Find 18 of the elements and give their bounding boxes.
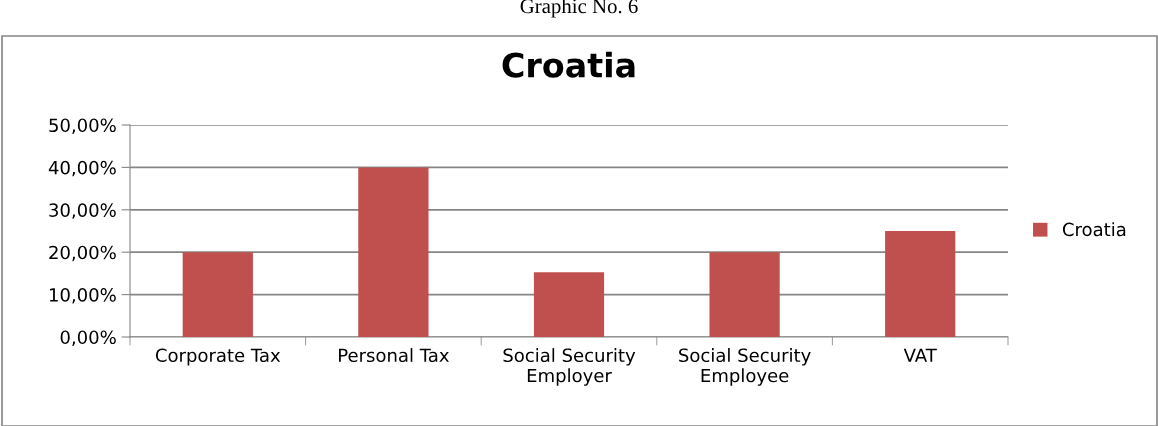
y-tick-label: 40,00%: [48, 160, 116, 177]
y-tick-label: 30,00%: [49, 203, 116, 219]
y-tick-label: 10,00%: [49, 288, 116, 304]
bar: [358, 167, 429, 337]
bar: [885, 231, 956, 337]
y-tick-label: 20,00%: [49, 245, 116, 262]
bar: [533, 272, 605, 337]
bar: [182, 252, 253, 337]
bar: [709, 252, 780, 337]
x-tick-label: Social Security Employer: [503, 348, 636, 386]
y-tick-label: 0,00%: [60, 330, 116, 346]
legend-label: Croatia: [1062, 222, 1126, 237]
chart-title: Croatia: [502, 51, 635, 78]
x-tick-label: Personal Tax: [339, 348, 449, 363]
y-tick-label: 50,00%: [49, 118, 116, 134]
x-tick-label: VAT: [903, 348, 937, 362]
x-tick-label: Social Security Employee: [679, 348, 811, 386]
x-tick-label: Corporate Tax: [155, 348, 281, 366]
